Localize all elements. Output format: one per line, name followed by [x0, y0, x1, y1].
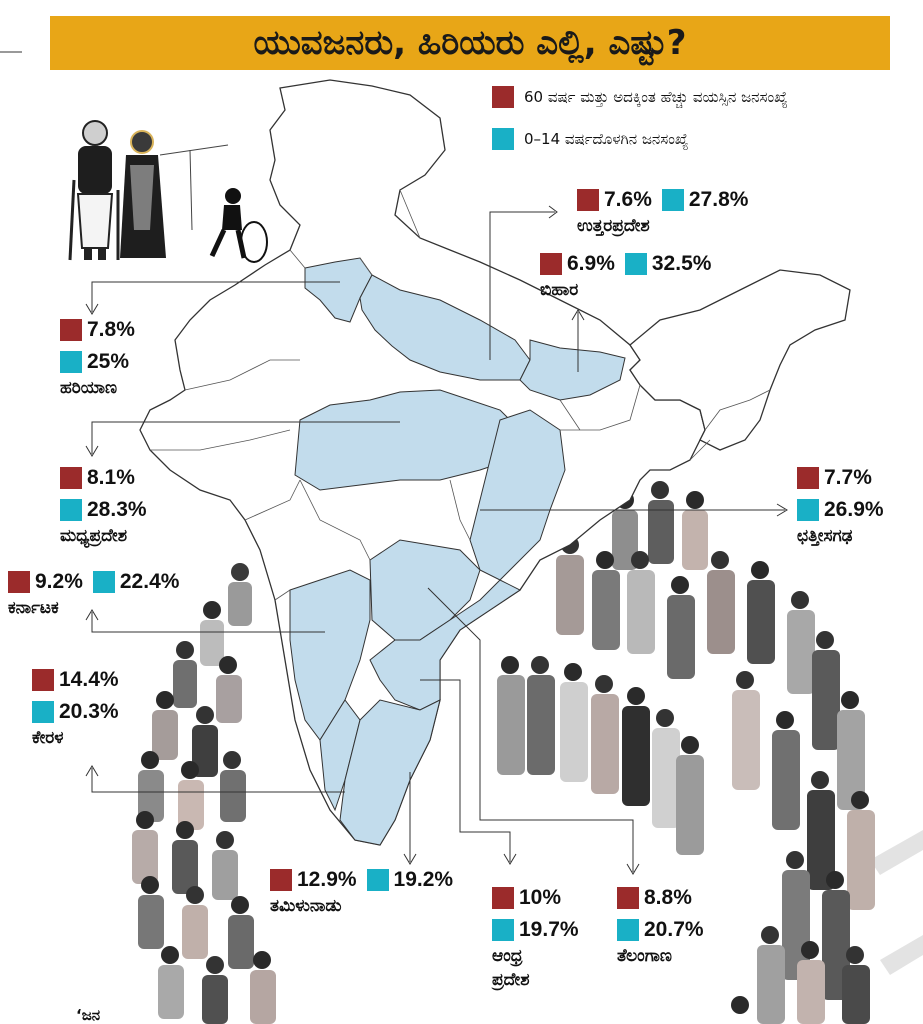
- elderly-value: 6.9%: [567, 252, 615, 275]
- page-title: ಯುವಜನರು, ಹಿರಿಯರು ಎಲ್ಲಿ, ಎಷ್ಟು?: [253, 23, 687, 63]
- children-value: 27.8%: [688, 188, 749, 211]
- children-swatch: [60, 351, 82, 373]
- children-swatch: [60, 499, 82, 521]
- elderly-swatch: [32, 669, 54, 691]
- elderly-swatch: [577, 189, 599, 211]
- state-name: ಆಂಧ್ರ: [492, 946, 523, 966]
- elderly-swatch: [492, 86, 514, 108]
- children-swatch: [617, 919, 639, 941]
- footer-fragment: ‘ಜನ: [76, 1006, 101, 1024]
- children-swatch: [797, 499, 819, 521]
- elderly-value: 7.7%: [824, 466, 872, 489]
- children-swatch: [92, 571, 115, 593]
- children-value: 25%: [87, 350, 130, 373]
- elderly-swatch: [492, 887, 514, 909]
- state-name: ಕೇರಳ: [32, 728, 64, 748]
- stat-chhattisgarh: 7.7% 26.9% ಛತ್ತೀಸಗಢ: [797, 466, 894, 546]
- children-value: 19.7%: [519, 918, 579, 941]
- children-swatch: [492, 128, 514, 150]
- children-swatch: [492, 919, 514, 941]
- elderly-value: 8.8%: [644, 886, 692, 909]
- legend-label-children: 0–14 ವರ್ಷದೊಳಗಿನ ಜನಸಂಖ್ಯೆ: [524, 130, 689, 148]
- state-name: ತಮಿಳುನಾಡು: [270, 896, 342, 916]
- stat-andhra-pradesh: 10% 19.7% ಆಂಧ್ರ ಪ್ರದೇಶ: [492, 886, 589, 990]
- elderly-value: 7.6%: [604, 188, 652, 211]
- highlighted-states: [289, 257, 626, 846]
- title-banner: ಯುವಜನರು, ಹಿರಿಯರು ಎಲ್ಲಿ, ಎಷ್ಟು?: [50, 16, 890, 70]
- state-borders: [150, 189, 771, 601]
- state-name: ತೆಲಂಗಾಣ: [617, 946, 672, 966]
- elderly-value: 10%: [519, 886, 562, 909]
- elderly-value: 9.2%: [35, 570, 83, 593]
- stat-bihar: 6.9% 32.5% ಬಿಹಾರ: [540, 252, 721, 300]
- children-value: 26.9%: [824, 498, 884, 521]
- elderly-swatch: [8, 571, 30, 593]
- elderly-swatch: [540, 253, 562, 275]
- stat-madhya-pradesh: 8.1% 28.3% ಮಧ್ಯಪ್ರದೇಶ: [60, 466, 157, 546]
- stat-karnataka: 9.2% 22.4% ಕರ್ನಾಟಕ: [8, 570, 189, 618]
- elderly-value: 8.1%: [87, 466, 135, 489]
- children-swatch: [32, 701, 54, 723]
- children-swatch: [661, 189, 684, 211]
- elderly-value: 7.8%: [87, 318, 135, 341]
- state-name: ಹರಿಯಾಣ: [60, 378, 118, 398]
- elderly-swatch: [60, 467, 82, 489]
- children-value: 19.2%: [393, 868, 454, 891]
- state-name: ಮಧ್ಯಪ್ರದೇಶ: [60, 526, 128, 546]
- stat-telangana: 8.8% 20.7% ತೆಲಂಗಾಣ: [617, 886, 714, 966]
- legend-item-children: 0–14 ವರ್ಷದೊಳಗಿನ ಜನಸಂಖ್ಯೆ: [492, 128, 788, 150]
- elderly-value: 14.4%: [59, 668, 119, 691]
- children-value: 32.5%: [651, 252, 712, 275]
- elderly-swatch: [60, 319, 82, 341]
- state-name: ಉತ್ತರಪ್ರದೇಶ: [577, 216, 650, 236]
- elderly-value: 12.9%: [297, 868, 357, 891]
- children-value: 20.7%: [644, 918, 704, 941]
- legend-item-elderly: 60 ವರ್ಷ ಮತ್ತು ಅದಕ್ಕಿಂತ ಹೆಚ್ಚು ವಯಸ್ಸಿನ ಜನ…: [492, 86, 788, 108]
- children-value: 28.3%: [87, 498, 147, 521]
- state-name: ಛತ್ತೀಸಗಢ: [797, 526, 853, 546]
- elderly-couple-illustration: [68, 120, 229, 261]
- child-illustration: [209, 188, 268, 263]
- legend-label-elderly: 60 ವರ್ಷ ಮತ್ತು ಅದಕ್ಕಿಂತ ಹೆಚ್ಚು ವಯಸ್ಸಿನ ಜನ…: [524, 88, 788, 106]
- children-value: 20.3%: [59, 700, 119, 723]
- elderly-swatch: [617, 887, 639, 909]
- children-value: 22.4%: [119, 570, 180, 593]
- state-name-line2: ಪ್ರದೇಶ: [492, 970, 530, 990]
- children-swatch: [366, 869, 389, 891]
- children-swatch: [624, 253, 647, 275]
- legend: 60 ವರ್ಷ ಮತ್ತು ಅದಕ್ಕಿಂತ ಹೆಚ್ಚು ವಯಸ್ಸಿನ ಜನ…: [492, 86, 788, 170]
- leader-lines: [85, 205, 788, 875]
- stat-kerala: 14.4% 20.3% ಕೇರಳ: [32, 668, 129, 748]
- elderly-swatch: [270, 869, 292, 891]
- state-name: ಕರ್ನಾಟಕ: [8, 598, 59, 618]
- elderly-swatch: [797, 467, 819, 489]
- crowd-illustration-right: [497, 481, 875, 1024]
- stat-uttar-pradesh: 7.6% 27.8% ಉತ್ತರಪ್ರದೇಶ: [577, 188, 758, 236]
- stat-haryana: 7.8% 25% ಹರಿಯಾಣ: [60, 318, 145, 398]
- stat-tamil-nadu: 12.9% 19.2% ತಮಿಳುನಾಡು: [270, 868, 463, 916]
- state-name: ಬಿಹಾರ: [540, 280, 579, 300]
